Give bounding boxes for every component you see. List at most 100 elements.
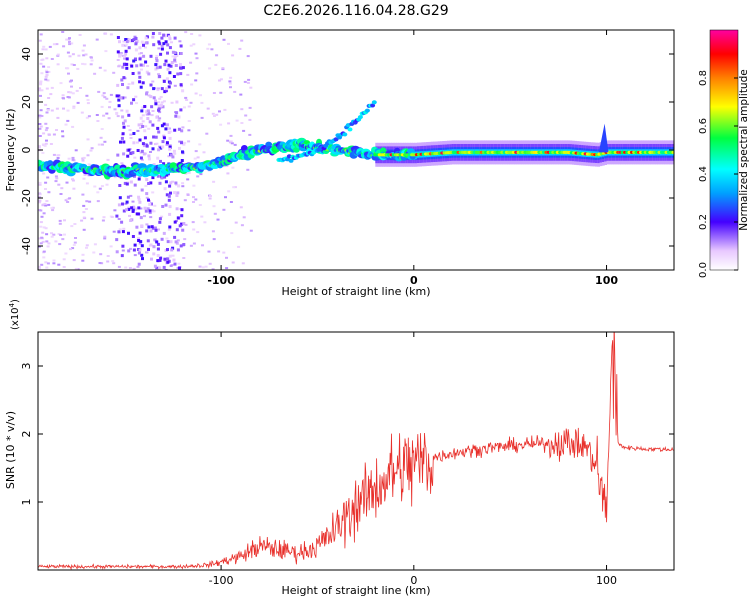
spectrogram-noise-cell <box>67 157 71 160</box>
spectrogram-noise-cell <box>164 89 168 93</box>
spectrogram-noise-cell <box>168 212 172 216</box>
spectrogram-noise-cell <box>47 133 51 136</box>
spectrogram-noise-cell <box>173 152 177 155</box>
spectrogram-noise-cell <box>246 168 250 171</box>
spectrogram-noise-cell <box>189 44 193 47</box>
spectrogram-noise-cell <box>159 256 163 260</box>
spectrogram-noise-cell <box>81 62 85 65</box>
spectrogram-noise-cell <box>172 75 176 78</box>
spectrogram-noise-cell <box>135 212 139 216</box>
spectrogram-noise-cell <box>149 95 153 99</box>
spectrogram-noise-cell <box>106 260 110 263</box>
spectrogram-noise-cell <box>187 120 191 122</box>
spectrogram-noise-cell <box>158 220 162 224</box>
spectrogram-noise-cell <box>192 242 196 245</box>
spectrogram-noise-cell <box>145 251 149 254</box>
spectrogram-noise-cell <box>125 182 129 186</box>
spectrogram-noise-cell <box>38 199 42 202</box>
spectrogram-noise-cell <box>151 123 155 127</box>
spectrogram-noise-cell <box>156 156 160 160</box>
spectrogram-noise-cell <box>140 68 143 71</box>
spectrogram-noise-cell <box>159 96 163 98</box>
spectrogram-noise-cell <box>65 181 69 184</box>
spectrogram-noise-cell <box>215 54 219 57</box>
spectrogram-noise-cell <box>55 107 59 110</box>
y-tick-label: 40 <box>20 47 33 61</box>
spectrogram-noise-cell <box>82 156 86 159</box>
spectrogram-noise-cell <box>141 142 145 146</box>
spectrogram-noise-cell <box>40 215 44 218</box>
spectrogram-noise-cell <box>57 263 61 266</box>
spectrogram-noise-cell <box>173 262 177 266</box>
spectrogram-noise-cell <box>147 247 150 251</box>
spectrogram-noise-cell <box>166 257 170 261</box>
spectrogram-noise-cell <box>178 140 182 143</box>
y-tick-label: 2 <box>20 431 33 438</box>
spectrogram-noise-cell <box>80 111 84 114</box>
spectrogram-noise-cell <box>85 116 89 119</box>
spectrogram-noise-cell <box>166 248 169 251</box>
spectrogram-noise-cell <box>58 219 62 222</box>
spectrogram-noise-cell <box>158 266 162 270</box>
spectrogram-noise-cell <box>158 32 162 35</box>
spectrogram-noise-cell <box>164 33 168 37</box>
spectrogram-noise-cell <box>199 173 203 176</box>
spectrogram-noise-cell <box>143 105 147 108</box>
spectrogram-noise-cell <box>154 228 158 232</box>
spectrogram-noise-cell <box>81 49 85 52</box>
spectrogram-noise-cell <box>244 114 248 117</box>
spectrogram-noise-cell <box>137 71 141 75</box>
spectrogram-noise-cell <box>103 235 107 238</box>
spectrogram-noise-cell <box>64 199 68 202</box>
spectrogram-noise-cell <box>39 242 43 245</box>
x-tick-label: 100 <box>596 574 617 587</box>
spectrogram-noise-cell <box>134 48 138 52</box>
spectrogram-noise-cell <box>232 186 236 189</box>
spectrogram-noise-cell <box>193 157 197 160</box>
spectrogram-noise-cell <box>152 135 156 139</box>
spectrogram-noise-cell <box>137 198 141 202</box>
spectrogram-noise-cell <box>137 177 141 181</box>
spectrogram-noise-cell <box>186 178 190 181</box>
spectrogram-noise-cell <box>175 54 179 57</box>
spectrogram-noise-cell <box>58 243 62 246</box>
spectrogram-noise-cell <box>223 108 227 111</box>
spectrogram-noise-cell <box>147 157 151 161</box>
colorbar-tick-label: 0.0 <box>698 262 709 278</box>
spectrogram-noise-cell <box>218 79 221 82</box>
spectrogram-noise-cell <box>89 63 93 66</box>
spectrogram-noise-cell <box>56 116 60 119</box>
spectrogram-noise-cell <box>152 87 156 91</box>
spectrogram-noise-cell <box>145 196 149 199</box>
spectrogram-noise-cell <box>40 89 44 92</box>
spectrogram-noise-cell <box>107 117 111 120</box>
spectrogram-noise-cell <box>161 205 165 208</box>
spectrogram-noise-cell <box>120 78 124 82</box>
spectrogram-noise-cell <box>163 175 167 179</box>
spectrogram-noise-cell <box>54 240 58 243</box>
spectrogram-noise-cell <box>217 250 221 253</box>
spectrogram-noise-cell <box>66 51 70 54</box>
spectrogram-noise-cell <box>139 156 143 160</box>
spectrogram-noise-cell <box>171 155 175 159</box>
spectrogram-noise-cell <box>198 143 202 146</box>
spectrogram-noise-cell <box>56 54 60 57</box>
spectrogram-noise-cell <box>82 44 86 47</box>
spectrogram-noise-cell <box>142 63 145 67</box>
spectrogram-noise-cell <box>137 239 141 242</box>
spectrogram-noise-cell <box>165 123 169 127</box>
spectrogram-noise-cell <box>62 97 65 100</box>
spectrogram-noise-cell <box>141 257 144 261</box>
spectrogram-noise-cell <box>154 102 158 106</box>
spectrogram-noise-cell <box>113 108 117 111</box>
spectrogram-noise-cell <box>124 49 128 53</box>
spectrogram-noise-cell <box>156 254 160 257</box>
spectrogram-noise-cell <box>159 146 163 150</box>
spectrogram-noise-cell <box>168 225 172 229</box>
spectrogram-noise-cell <box>121 43 125 47</box>
spectrogram-noise-cell <box>186 194 190 196</box>
spectrogram-noise-cell <box>46 262 50 265</box>
spectrogram-noise-cell <box>101 94 105 97</box>
spectrogram-noise-cell <box>137 237 141 241</box>
spectrogram-noise-cell <box>169 240 173 244</box>
